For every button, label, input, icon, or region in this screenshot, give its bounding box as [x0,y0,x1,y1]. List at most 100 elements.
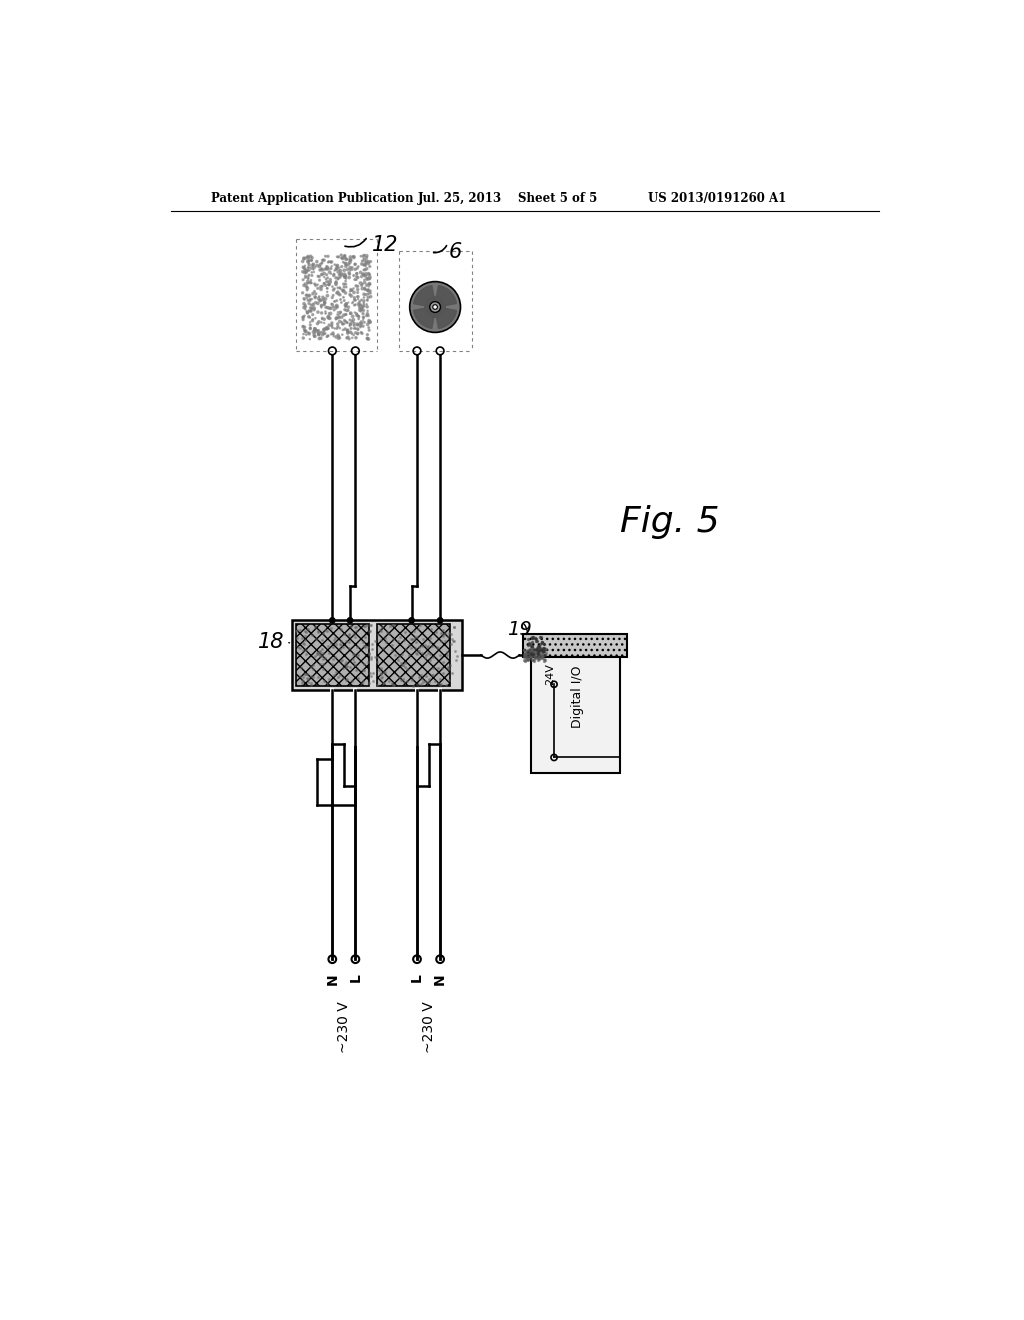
Point [300,246,316,267]
FancyBboxPatch shape [531,657,620,774]
Point [350,293,367,314]
Point [516,640,532,661]
Point [296,257,312,279]
Point [328,272,344,293]
Point [445,616,462,638]
Point [313,297,330,318]
Point [362,620,379,642]
Point [391,667,408,688]
Point [361,268,378,289]
Point [348,267,365,288]
Point [359,323,376,345]
Point [328,298,344,319]
Point [537,639,553,660]
Point [350,309,367,330]
Point [332,664,348,685]
Point [350,256,367,277]
Point [331,326,347,347]
Point [326,323,342,345]
Point [335,314,351,335]
Point [414,643,430,664]
Point [535,640,551,661]
Point [299,619,315,640]
Point [316,263,333,284]
Point [536,645,552,667]
Point [360,310,377,331]
Point [307,616,324,638]
Point [530,648,547,669]
Point [319,326,336,347]
Point [435,651,452,672]
Point [332,638,348,659]
Point [538,644,554,665]
Point [298,301,314,322]
Point [343,280,359,301]
Point [411,667,427,688]
Point [309,322,326,343]
Point [314,653,331,675]
Point [349,276,366,297]
Point [302,312,318,333]
Point [361,312,378,333]
Point [535,645,551,667]
Point [446,616,463,638]
Point [534,632,550,653]
Point [530,640,547,661]
Point [377,627,393,648]
Point [334,256,350,277]
Point [324,286,340,308]
Point [336,623,352,644]
Point [327,260,343,281]
Point [529,648,546,669]
Point [299,288,315,309]
Point [528,639,545,660]
Point [348,616,365,638]
Point [342,309,358,330]
Point [337,267,353,288]
Polygon shape [414,285,457,329]
Point [385,628,401,649]
Point [519,642,536,663]
Point [293,673,309,694]
Point [310,325,327,346]
Point [345,649,361,671]
Point [537,640,553,661]
Point [295,667,311,688]
Point [345,292,361,313]
Point [292,665,308,686]
Point [529,643,546,664]
Point [318,620,335,642]
Point [410,640,426,661]
Point [332,267,348,288]
Point [299,302,315,323]
Point [341,656,357,677]
Point [342,304,358,325]
Text: Digital I/O: Digital I/O [570,665,584,727]
Point [373,664,389,685]
Point [304,297,321,318]
Point [321,251,337,272]
Point [441,655,458,676]
Point [384,673,400,694]
Point [355,300,372,321]
Point [386,644,402,665]
Point [315,642,332,663]
Point [330,308,346,329]
Point [342,281,358,302]
Point [316,273,333,294]
Point [330,277,346,298]
Point [326,648,342,669]
Point [311,260,328,281]
Point [537,634,553,655]
Point [346,655,362,676]
Point [382,615,398,636]
Point [298,325,314,346]
Point [353,301,370,322]
Point [344,280,360,301]
Point [319,281,336,302]
Point [319,318,336,339]
Point [356,253,373,275]
Point [321,325,337,346]
Point [329,257,345,279]
Point [325,294,341,315]
